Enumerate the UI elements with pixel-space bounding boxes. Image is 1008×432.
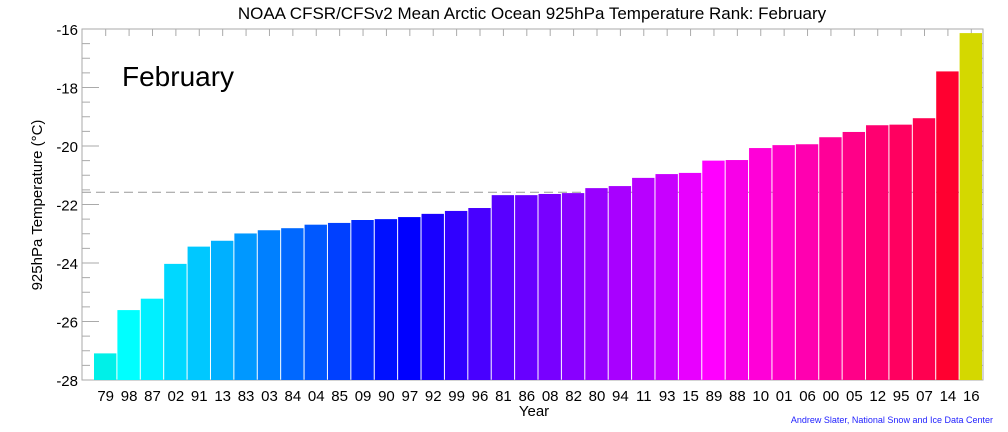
x-tick-label: 10 [752,388,769,405]
x-tick-label: 00 [823,388,840,405]
x-tick-label: 06 [799,388,816,405]
bar-07 [912,118,936,381]
bar-16 [959,33,982,380]
bar-86 [515,195,538,380]
bar-85 [327,222,351,380]
x-tick-label: 04 [308,388,325,405]
bar-82 [561,193,585,380]
bar-02 [164,263,187,380]
chart-title: NOAA CFSR/CFSv2 Mean Arctic Ocean 925hPa… [238,4,827,23]
bar-95 [889,124,912,381]
x-tick-label: 01 [776,388,793,405]
bar-15 [678,172,702,380]
x-tick-label: 85 [331,388,348,405]
x-tick-label: 79 [97,388,114,405]
y-tick-label: -28 [56,373,78,390]
y-axis-label: 925hPa Temperature (°C) [29,120,46,291]
y-tick-label: -18 [56,81,78,98]
x-tick-label: 80 [589,388,606,405]
bar-13 [210,240,234,380]
x-tick-label: 94 [612,388,629,405]
x-tick-label: 14 [940,388,957,405]
x-tick-label: 15 [682,388,699,405]
x-tick-label: 95 [893,388,910,405]
y-tick-label: -20 [56,139,78,156]
bar-98 [117,310,140,380]
x-tick-label: 87 [144,388,161,405]
x-tick-label: 09 [355,388,372,405]
x-tick-label: 12 [869,388,886,405]
x-tick-label: 05 [846,388,863,405]
x-tick-label: 08 [542,388,559,405]
x-tick-label: 07 [916,388,933,405]
bar-87 [140,298,164,380]
credit-text: Andrew Slater, National Snow and Ice Dat… [791,415,993,425]
x-tick-label: 91 [191,388,208,405]
bar-09 [351,220,374,380]
y-tick-label: -22 [56,198,78,215]
month-annotation: February [122,61,234,92]
bar-83 [234,233,257,380]
x-tick-label: 97 [401,388,418,405]
x-tick-label: 81 [495,388,512,405]
bar-06 [795,144,819,380]
bar-05 [842,131,866,380]
y-tick-label: -24 [56,256,78,273]
x-tick-label: 98 [121,388,138,405]
bar-11 [632,177,655,380]
bar-99 [444,210,468,380]
bar-12 [866,125,889,380]
bar-01 [772,145,795,380]
bar-96 [468,208,491,380]
bar-79 [94,353,117,380]
x-tick-label: 02 [168,388,185,405]
x-tick-label: 93 [659,388,676,405]
x-tick-label: 84 [285,388,302,405]
x-tick-label: 99 [448,388,465,405]
bar-08 [538,193,561,380]
bar-03 [257,230,281,380]
bar-89 [702,160,725,380]
bar-84 [281,228,304,380]
bar-88 [725,160,749,380]
bar-90 [374,219,398,380]
x-tick-label: 86 [518,388,535,405]
bar-92 [421,213,444,380]
bar-97 [398,217,421,380]
y-tick-label: -16 [56,22,78,39]
x-tick-label: 88 [729,388,746,405]
bar-80 [585,188,608,380]
x-tick-label: 90 [378,388,395,405]
bar-04 [304,224,327,380]
y-tick-label: -26 [56,315,78,332]
x-tick-label: 16 [963,388,980,405]
x-tick-label: 11 [636,388,652,405]
x-tick-label: 83 [238,388,255,405]
bar-00 [819,137,842,380]
bar-93 [655,174,678,380]
x-tick-label: 89 [706,388,723,405]
bar-14 [936,71,959,380]
bar-94 [608,186,632,380]
bar-10 [749,148,772,380]
bar-91 [187,246,210,380]
x-tick-label: 96 [472,388,489,405]
x-tick-label: 03 [261,388,278,405]
x-tick-label: 92 [425,388,442,405]
x-tick-label: 82 [565,388,582,405]
bar-81 [491,195,515,380]
x-tick-label: 13 [214,388,231,405]
x-axis-label: Year [519,403,549,420]
